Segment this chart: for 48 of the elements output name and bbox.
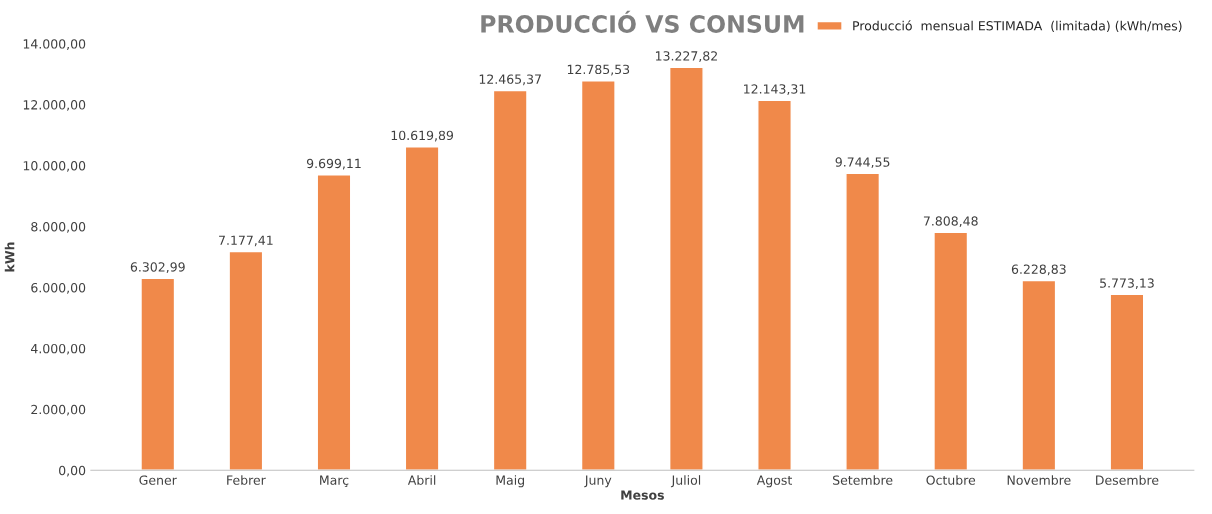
bar (845, 172, 881, 471)
x-tick-label: Gener (139, 475, 177, 485)
data-label: 12.143,31 (744, 84, 806, 95)
y-tick-label: 0,00 (59, 465, 86, 477)
data-label: 13.227,82 (655, 51, 717, 62)
data-label: 9.744,55 (835, 157, 890, 169)
bar (316, 174, 352, 471)
x-tick-label: Maig (496, 475, 524, 488)
x-tick-label: Agost (756, 475, 792, 488)
chart-title: PRODUCCIÓ VS CONSUM (481, 10, 804, 33)
data-label: 6.228,83 (1011, 264, 1066, 276)
data-label: 12.785,53 (567, 64, 630, 76)
bar (580, 80, 616, 471)
bar (228, 250, 264, 471)
y-tick-label: 8.000,00 (31, 222, 86, 233)
bar (1021, 279, 1057, 471)
x-tick-label: Març (320, 475, 349, 488)
data-label: 7.808,48 (923, 216, 978, 228)
data-label: 12.465,37 (479, 74, 541, 86)
bar (492, 89, 528, 471)
legend-label: Producció mensual ESTIMADA (limitada) (kWh/mes) (853, 20, 1182, 32)
data-label: 7.177,41 (219, 235, 273, 247)
y-tick-label: 12.000,00 (23, 100, 86, 111)
y-tick-label: 4.000,00 (30, 343, 86, 355)
bar (933, 231, 969, 471)
y-tick-label: 6.000,00 (31, 282, 86, 294)
data-label: 5.773,13 (1100, 278, 1154, 290)
data-label: 9.699,11 (306, 158, 361, 170)
x-tick-label: Juny (584, 475, 612, 488)
x-tick-label: Novembre (1007, 475, 1071, 485)
x-tick-label: Abril (407, 475, 436, 485)
bar (668, 66, 704, 471)
x-tick-label: Juliol (670, 475, 701, 488)
bar (140, 277, 176, 471)
x-tick-label: Desembre (1096, 475, 1159, 485)
bar (1109, 293, 1145, 471)
y-tick-label: 2.000,00 (31, 404, 86, 416)
data-label: 6.302,99 (130, 262, 185, 273)
x-tick-label: Febrer (227, 475, 266, 485)
x-tick-label: Octubre (926, 475, 976, 485)
bar (404, 145, 440, 471)
x-tick-label: Setembre (833, 475, 893, 485)
data-label: 10.619,89 (391, 130, 454, 142)
x-axis-title: Mesos (621, 490, 664, 500)
y-tick-label: 14.000,00 (23, 39, 86, 50)
y-tick-label: 10.000,00 (23, 161, 86, 172)
y-axis-title: kWh (4, 242, 15, 272)
bar (757, 99, 792, 471)
